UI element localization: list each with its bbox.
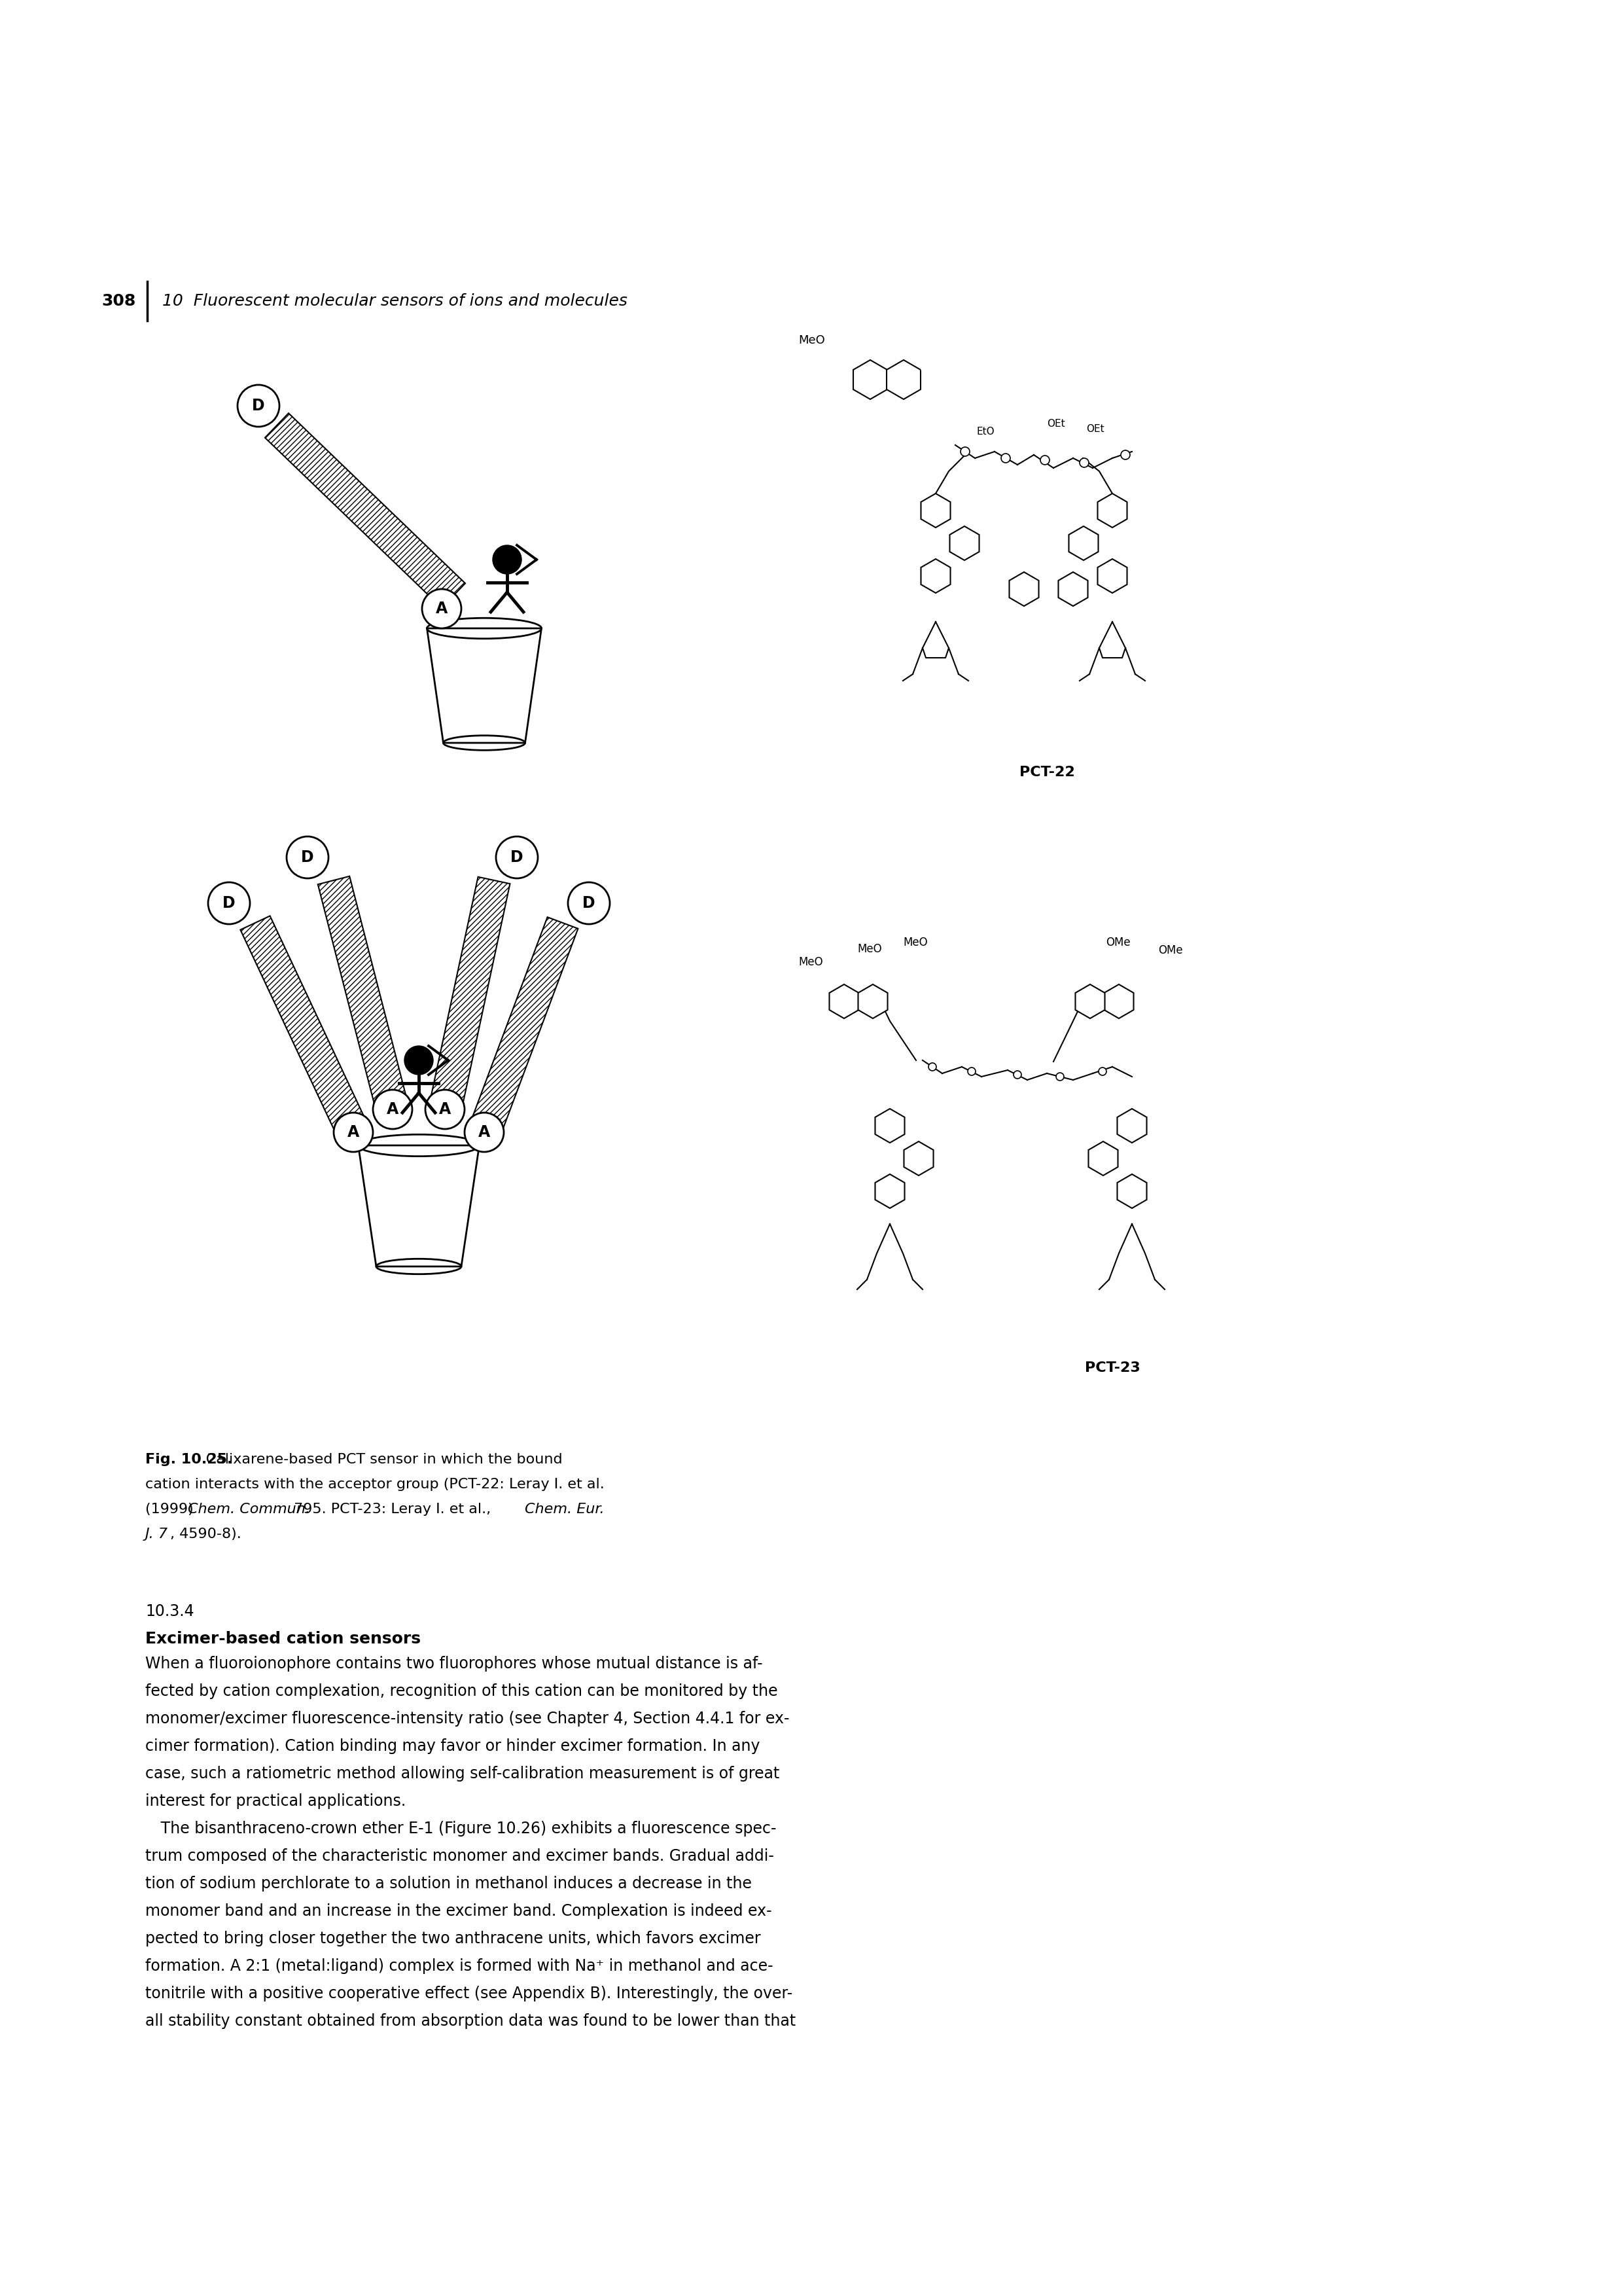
Polygon shape	[1098, 558, 1127, 592]
Polygon shape	[887, 360, 921, 400]
Text: D: D	[510, 850, 523, 866]
Text: MeO: MeO	[903, 937, 927, 948]
Text: MeO: MeO	[857, 944, 882, 955]
Polygon shape	[875, 1109, 905, 1143]
Text: cation interacts with the acceptor group (PCT-22: Leray I. et al.: cation interacts with the acceptor group…	[145, 1479, 604, 1490]
Polygon shape	[921, 494, 950, 528]
Circle shape	[929, 1063, 937, 1070]
Text: A: A	[477, 1125, 490, 1141]
Polygon shape	[950, 526, 979, 560]
Text: monomer/excimer fluorescence-intensity ratio (see Chapter 4, Section 4.4.1 for e: monomer/excimer fluorescence-intensity r…	[145, 1711, 789, 1727]
Circle shape	[1041, 455, 1049, 464]
Text: (1999): (1999)	[145, 1504, 198, 1515]
Circle shape	[960, 448, 970, 457]
Circle shape	[495, 836, 538, 879]
Circle shape	[1080, 459, 1088, 468]
Text: tion of sodium perchlorate to a solution in methanol induces a decrease in the: tion of sodium perchlorate to a solution…	[145, 1876, 752, 1892]
Circle shape	[568, 882, 611, 925]
Polygon shape	[1117, 1109, 1147, 1143]
Text: D: D	[252, 397, 265, 413]
Polygon shape	[853, 360, 887, 400]
Text: formation. A 2:1 (metal:ligand) complex is formed with Na⁺ in methanol and ace-: formation. A 2:1 (metal:ligand) complex …	[145, 1958, 773, 1975]
Polygon shape	[240, 916, 369, 1139]
Polygon shape	[1117, 1173, 1147, 1208]
Text: , 4590-8).: , 4590-8).	[171, 1527, 242, 1541]
Circle shape	[422, 590, 461, 629]
Text: Calixarene-based PCT sensor in which the bound: Calixarene-based PCT sensor in which the…	[145, 1453, 562, 1467]
Circle shape	[968, 1068, 976, 1075]
Polygon shape	[429, 877, 510, 1114]
Polygon shape	[1009, 572, 1039, 606]
Circle shape	[464, 1114, 503, 1153]
Text: A: A	[438, 1102, 451, 1118]
Text: PCT-23: PCT-23	[1085, 1362, 1140, 1375]
Polygon shape	[830, 985, 859, 1019]
Polygon shape	[1059, 572, 1088, 606]
Text: 308: 308	[102, 294, 136, 310]
Text: EtO: EtO	[976, 427, 994, 436]
Text: D: D	[583, 895, 596, 912]
Circle shape	[404, 1047, 434, 1075]
Polygon shape	[1069, 526, 1098, 560]
Text: interest for practical applications.: interest for practical applications.	[145, 1793, 406, 1809]
Polygon shape	[265, 413, 464, 608]
Text: fected by cation complexation, recognition of this cation can be monitored by th: fected by cation complexation, recogniti…	[145, 1683, 778, 1699]
Text: Fig. 10.25.: Fig. 10.25.	[145, 1453, 232, 1467]
Polygon shape	[469, 916, 578, 1139]
Polygon shape	[857, 985, 888, 1019]
Text: cimer formation). Cation binding may favor or hinder excimer formation. In any: cimer formation). Cation binding may fav…	[145, 1738, 760, 1754]
Circle shape	[1013, 1070, 1021, 1079]
Text: When a fluoroionophore contains two fluorophores whose mutual distance is af-: When a fluoroionophore contains two fluo…	[145, 1655, 763, 1671]
Circle shape	[286, 836, 328, 879]
Circle shape	[1056, 1072, 1064, 1081]
Polygon shape	[1075, 985, 1104, 1019]
Polygon shape	[875, 1173, 905, 1208]
Text: trum composed of the characteristic monomer and excimer bands. Gradual addi-: trum composed of the characteristic mono…	[145, 1848, 775, 1864]
Text: 10.3.4: 10.3.4	[145, 1603, 195, 1619]
Circle shape	[333, 1114, 374, 1153]
Polygon shape	[1088, 1141, 1117, 1176]
Text: OEt: OEt	[1086, 425, 1104, 434]
Text: D: D	[300, 850, 313, 866]
Text: 10  Fluorescent molecular sensors of ions and molecules: 10 Fluorescent molecular sensors of ions…	[162, 294, 627, 310]
Circle shape	[1121, 450, 1130, 459]
Text: OMe: OMe	[1106, 937, 1130, 948]
Text: all stability constant obtained from absorption data was found to be lower than : all stability constant obtained from abs…	[145, 2014, 796, 2030]
Polygon shape	[318, 877, 408, 1114]
Circle shape	[1098, 1068, 1106, 1075]
Text: tonitrile with a positive cooperative effect (see Appendix B). Interestingly, th: tonitrile with a positive cooperative ef…	[145, 1986, 793, 2002]
Circle shape	[208, 882, 250, 925]
Text: D: D	[222, 895, 235, 912]
Circle shape	[237, 386, 279, 427]
Polygon shape	[921, 558, 950, 592]
Polygon shape	[1098, 494, 1127, 528]
Text: A: A	[435, 602, 448, 618]
Circle shape	[374, 1091, 412, 1130]
Text: A: A	[348, 1125, 359, 1141]
Circle shape	[492, 544, 521, 574]
Polygon shape	[1104, 985, 1134, 1019]
Text: monomer band and an increase in the excimer band. Complexation is indeed ex-: monomer band and an increase in the exci…	[145, 1903, 771, 1919]
Text: Chem. Eur.: Chem. Eur.	[525, 1504, 604, 1515]
Text: PCT-22: PCT-22	[1020, 767, 1075, 778]
Text: The bisanthraceno-crown ether E-1 (Figure 10.26) exhibits a fluorescence spec-: The bisanthraceno-crown ether E-1 (Figur…	[145, 1821, 776, 1837]
Text: A: A	[387, 1102, 398, 1118]
Text: case, such a ratiometric method allowing self-calibration measurement is of grea: case, such a ratiometric method allowing…	[145, 1766, 780, 1782]
Text: Excimer-based cation sensors: Excimer-based cation sensors	[145, 1630, 421, 1646]
Text: Chem. Commun.: Chem. Commun.	[188, 1504, 310, 1515]
Text: OEt: OEt	[1047, 420, 1065, 429]
Text: OMe: OMe	[1158, 944, 1182, 955]
Polygon shape	[905, 1141, 934, 1176]
Text: 795. PCT-23: Leray I. et al.,: 795. PCT-23: Leray I. et al.,	[289, 1504, 495, 1515]
Text: MeO: MeO	[799, 955, 823, 969]
Text: pected to bring closer together the two anthracene units, which favors excimer: pected to bring closer together the two …	[145, 1931, 760, 1947]
Circle shape	[425, 1091, 464, 1130]
Text: MeO: MeO	[799, 335, 825, 347]
Circle shape	[1000, 455, 1010, 464]
Text: J. 7: J. 7	[145, 1527, 169, 1541]
